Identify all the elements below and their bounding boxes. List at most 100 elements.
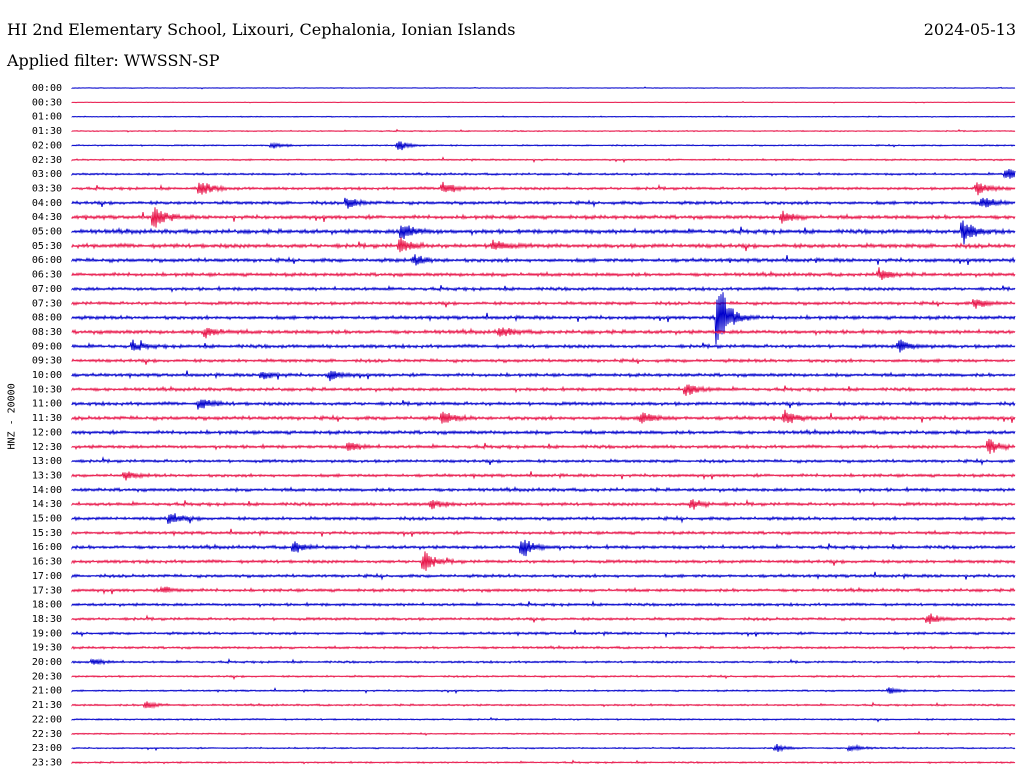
trace-row-2000 bbox=[71, 658, 1016, 666]
row-time-label: 20:30 bbox=[32, 671, 62, 682]
trace-row-0930 bbox=[71, 357, 1016, 365]
row-time-label: 04:00 bbox=[32, 198, 62, 209]
trace-row-0730 bbox=[71, 299, 1016, 309]
row-time-label: 06:00 bbox=[32, 255, 62, 266]
trace-row-0230 bbox=[71, 156, 1016, 164]
row-time-label: 02:30 bbox=[32, 155, 62, 166]
row-time-label: 17:00 bbox=[32, 571, 62, 582]
row-time-label: 19:00 bbox=[32, 628, 62, 639]
trace-row-1430 bbox=[71, 498, 1016, 510]
row-time-label: 03:00 bbox=[32, 169, 62, 180]
row-time-label: 00:00 bbox=[32, 83, 62, 94]
trace-row-0330 bbox=[71, 181, 1016, 196]
row-time-label: 13:30 bbox=[32, 470, 62, 481]
trace-row-1100 bbox=[71, 399, 1016, 410]
trace-row-0500 bbox=[71, 220, 1016, 245]
trace-row-1700 bbox=[71, 571, 1016, 581]
trace-row-1200 bbox=[71, 428, 1016, 436]
trace-row-0630 bbox=[71, 267, 1016, 280]
trace-row-0530 bbox=[71, 237, 1016, 253]
trace-row-1500 bbox=[71, 513, 1016, 524]
trace-row-2300 bbox=[71, 743, 1016, 753]
row-time-labels: 00:00 00:30 01:00 01:30 02:00 02:30 03:00 03:30… bbox=[32, 83, 62, 768]
row-time-label: 23:30 bbox=[32, 757, 62, 768]
row-time-label: 14:30 bbox=[32, 499, 62, 510]
trace-row-0700 bbox=[71, 285, 1016, 293]
seismogram-traces bbox=[71, 86, 1016, 765]
row-time-label: 23:00 bbox=[32, 743, 62, 754]
row-time-label: 19:30 bbox=[32, 643, 62, 654]
row-time-label: 11:30 bbox=[32, 413, 62, 424]
row-time-label: 05:30 bbox=[32, 241, 62, 252]
trace-row-1400 bbox=[71, 485, 1016, 494]
trace-row-0100 bbox=[71, 115, 1016, 118]
trace-row-0200 bbox=[71, 141, 1016, 151]
row-time-label: 15:00 bbox=[32, 514, 62, 525]
trace-row-1600 bbox=[71, 539, 1016, 557]
row-time-label: 04:30 bbox=[32, 212, 62, 223]
trace-row-1630 bbox=[71, 551, 1016, 571]
trace-row-0800 bbox=[71, 292, 1016, 345]
trace-row-1230 bbox=[71, 438, 1016, 454]
trace-row-0600 bbox=[71, 254, 1016, 266]
trace-row-0430 bbox=[71, 207, 1016, 228]
trace-row-1800 bbox=[71, 600, 1016, 608]
row-time-label: 03:30 bbox=[32, 183, 62, 194]
row-time-label: 22:30 bbox=[32, 729, 62, 740]
trace-row-1330 bbox=[71, 471, 1016, 481]
trace-row-1930 bbox=[71, 644, 1016, 651]
row-time-label: 10:30 bbox=[32, 384, 62, 395]
row-time-label: 20:00 bbox=[32, 657, 62, 668]
filter-label: Applied filter: WWSSN-SP bbox=[7, 51, 220, 70]
row-time-label: 07:00 bbox=[32, 284, 62, 295]
row-time-label: 01:30 bbox=[32, 126, 62, 137]
row-time-label: 22:00 bbox=[32, 714, 62, 725]
row-time-label: 09:00 bbox=[32, 341, 62, 352]
trace-row-2100 bbox=[71, 686, 1016, 695]
row-time-label: 01:00 bbox=[32, 112, 62, 123]
row-time-label: 10:00 bbox=[32, 370, 62, 381]
trace-row-2130 bbox=[71, 701, 1016, 710]
row-time-label: 11:00 bbox=[32, 399, 62, 410]
row-time-label: 00:30 bbox=[32, 97, 62, 108]
row-time-label: 09:30 bbox=[32, 356, 62, 367]
trace-row-0000 bbox=[71, 86, 1016, 90]
row-time-label: 08:30 bbox=[32, 327, 62, 338]
trace-row-0030 bbox=[71, 101, 1016, 104]
row-time-label: 15:30 bbox=[32, 528, 62, 539]
row-time-label: 17:30 bbox=[32, 585, 62, 596]
trace-row-2230 bbox=[71, 730, 1016, 737]
trace-row-1830 bbox=[71, 613, 1016, 625]
row-time-label: 02:00 bbox=[32, 140, 62, 151]
trace-row-1300 bbox=[71, 456, 1016, 466]
trace-row-2030 bbox=[71, 674, 1016, 681]
trace-row-1730 bbox=[71, 585, 1016, 595]
trace-row-1000 bbox=[71, 370, 1016, 382]
trace-row-0830 bbox=[71, 327, 1016, 339]
trace-row-0400 bbox=[71, 197, 1016, 209]
trace-row-0300 bbox=[71, 169, 1016, 179]
row-time-label: 12:30 bbox=[32, 442, 62, 453]
trace-row-2200 bbox=[71, 716, 1016, 723]
row-time-label: 16:00 bbox=[32, 542, 62, 553]
row-time-label: 16:30 bbox=[32, 557, 62, 568]
row-time-label: 18:00 bbox=[32, 600, 62, 611]
row-time-label: 21:00 bbox=[32, 686, 62, 697]
trace-row-0130 bbox=[71, 128, 1016, 133]
row-time-label: 13:00 bbox=[32, 456, 62, 467]
trace-row-1130 bbox=[71, 409, 1016, 424]
row-time-label: 21:30 bbox=[32, 700, 62, 711]
row-time-label: 18:30 bbox=[32, 614, 62, 625]
row-time-label: 06:30 bbox=[32, 270, 62, 281]
trace-row-1030 bbox=[71, 384, 1016, 396]
trace-row-2330 bbox=[71, 759, 1016, 765]
date-label: 2024-05-13 bbox=[923, 20, 1016, 39]
row-time-label: 14:00 bbox=[32, 485, 62, 496]
station-title: HI 2nd Elementary School, Lixouri, Cepha… bbox=[7, 20, 516, 39]
trace-row-0900 bbox=[71, 339, 1016, 353]
row-time-label: 05:00 bbox=[32, 227, 62, 238]
row-time-label: 08:00 bbox=[32, 313, 62, 324]
trace-row-1900 bbox=[71, 629, 1016, 639]
row-time-label: 07:30 bbox=[32, 298, 62, 309]
